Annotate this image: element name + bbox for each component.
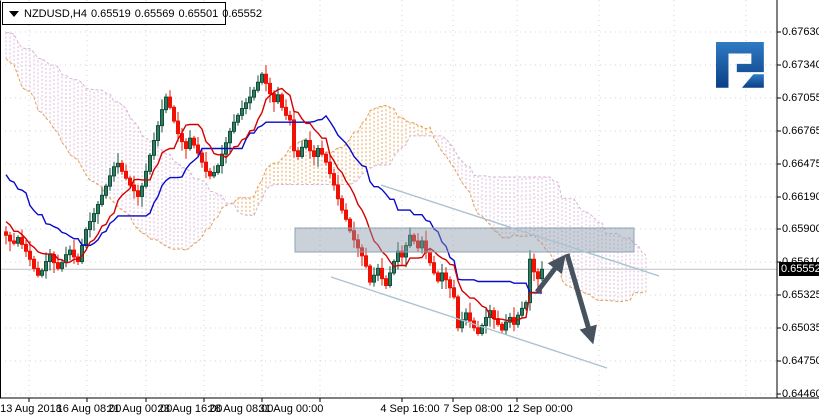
quote-high: 0.65569	[134, 7, 175, 20]
quote-close: 0.65552	[222, 7, 263, 20]
price-axis-label: 0.66475	[782, 158, 819, 170]
symbol-period-label: NZDUSD,H4	[24, 7, 87, 20]
price-axis-label: 0.65035	[782, 322, 819, 334]
price-axis-label: 0.66765	[782, 125, 819, 137]
price-axis-label: 0.66190	[782, 191, 819, 203]
price-axis-label: 0.65325	[782, 289, 819, 301]
current-price-badge: 0.65552	[779, 262, 819, 277]
time-axis-label: 23 Aug 16:00	[157, 403, 223, 415]
trendline_lower[interactable]	[330, 276, 608, 369]
time-axis-label: 4 Sep 16:00	[380, 403, 440, 415]
arrow-down-segment[interactable]	[564, 253, 597, 345]
broker-logo-icon	[716, 42, 764, 88]
price-axis-label: 0.67630	[782, 26, 819, 38]
time-axis-label: 12 Sep 00:00	[507, 403, 573, 415]
price-axis-label: 0.64750	[782, 355, 819, 367]
arrow-up-segment[interactable]	[535, 254, 566, 294]
time-axis-label: 28 Aug 08:00	[208, 403, 274, 415]
highlight-rectangle-zone[interactable]	[294, 227, 635, 253]
trendline_upper[interactable]	[380, 184, 660, 277]
quote-open: 0.65519	[90, 7, 131, 20]
quote-low: 0.65501	[178, 7, 219, 20]
chart-title-box: NZDUSD,H4 0.65519 0.65569 0.65501 0.6555…	[2, 2, 262, 25]
time-axis-label: 21 Aug 00:00	[107, 403, 173, 415]
time-axis-label: 7 Sep 08:00	[443, 403, 503, 415]
price-axis-label: 0.67340	[782, 59, 819, 71]
time-axis-label: 13 Aug 2018	[0, 403, 62, 415]
candlesticks	[4, 65, 544, 336]
price-axis-label: 0.64460	[782, 388, 819, 400]
price-axis-label: 0.65900	[782, 223, 819, 235]
time-axis-label: 31 Aug 00:00	[258, 403, 324, 415]
time-axis-label: 16 Aug 08:00	[56, 403, 122, 415]
chart-dropdown-icon[interactable]	[9, 10, 19, 17]
price-axis-label: 0.67055	[782, 92, 819, 104]
